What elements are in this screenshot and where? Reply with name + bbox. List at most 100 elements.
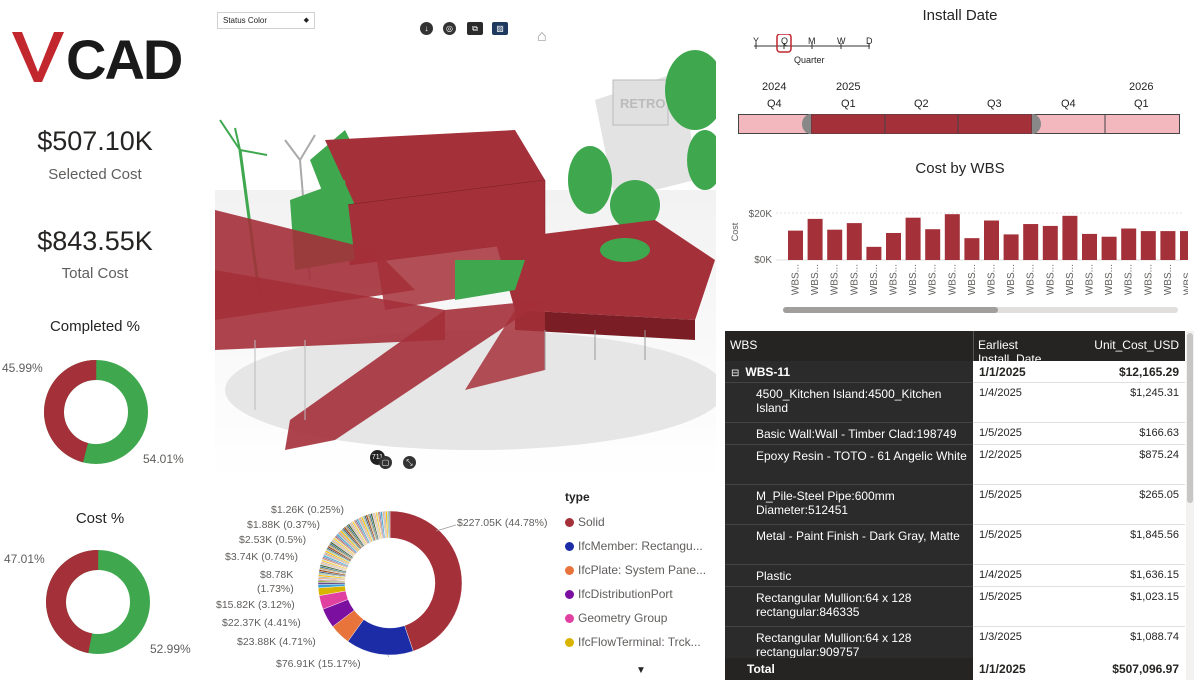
table-scrollbar-thumb[interactable]: [1187, 333, 1193, 503]
label-member: $76.91K (15.17%): [276, 658, 361, 670]
wbs-bar[interactable]: [788, 230, 803, 260]
wbs-bar[interactable]: [1160, 231, 1176, 260]
wbs-bar[interactable]: [1023, 224, 1039, 260]
total-label: Total: [725, 658, 973, 680]
wbs-bar[interactable]: [1062, 215, 1078, 260]
wbs-bar[interactable]: [1101, 236, 1117, 260]
header-unit-cost[interactable]: Unit_Cost_USD: [1085, 331, 1185, 361]
home-icon[interactable]: ⌂: [537, 28, 547, 45]
clear-selection-icon[interactable]: ⤡: [403, 456, 416, 469]
table-group-row[interactable]: ⊟ WBS-11 1/1/2025 $12,165.29: [725, 361, 1185, 383]
legend-item-solid[interactable]: Solid: [565, 510, 715, 534]
granularity-w[interactable]: W: [837, 36, 846, 46]
completed-pct-title: Completed %: [49, 318, 141, 335]
wbs-category-label: WBS...: [889, 264, 900, 295]
wbs-bar[interactable]: [905, 217, 921, 260]
wbs-y-tick: $20K: [749, 209, 773, 220]
wbs-bar[interactable]: [925, 229, 941, 260]
granularity-d[interactable]: D: [866, 36, 873, 46]
table-row[interactable]: Basic Wall:Wall - Timber Clad:198749 1/5/…: [725, 423, 1185, 445]
label-port: $22.37K (4.41%): [222, 617, 301, 629]
layers-icon[interactable]: ⧉: [467, 22, 483, 35]
table-row[interactable]: Epoxy Resin - TOTO - 61 Angelic White 1/2…: [725, 445, 1185, 485]
selected-cost-value: $507.10K: [37, 126, 153, 156]
table-row[interactable]: Rectangular Mullion:64 x 128 rectangular…: [725, 587, 1185, 627]
wbs-bar[interactable]: [886, 232, 901, 260]
granularity-selector[interactable]: [748, 34, 878, 68]
wbs-scrollbar-thumb[interactable]: [783, 307, 998, 313]
collapse-icon[interactable]: ⊟: [731, 368, 740, 379]
header-wbs[interactable]: WBS: [725, 331, 973, 361]
granularity-m[interactable]: M: [808, 36, 816, 46]
table-row[interactable]: M_Pile-Steel Pipe:600mm Diameter:512451 1…: [725, 485, 1185, 525]
wbs-category-label: WBS...: [830, 264, 841, 295]
wbs-category-label: WBS...: [1085, 264, 1096, 295]
legend-item-member[interactable]: IfcMember: Rectangu...: [565, 534, 715, 558]
pattern-icon[interactable]: ▨: [492, 22, 508, 35]
wbs-category-label: WBS...: [967, 264, 978, 295]
legend-more-chevron-icon[interactable]: ▼: [636, 665, 646, 676]
row-install-date: 1/4/2025: [973, 565, 1085, 587]
row-wbs-name: M_Pile-Steel Pipe:600mm Diameter:512451: [725, 485, 973, 525]
label-s10: $1.26K (0.25%): [271, 504, 344, 516]
label-flow-value: $8.78K: [260, 569, 294, 581]
wbs-bar[interactable]: [1180, 231, 1188, 260]
timeline-end-handle[interactable]: [1032, 114, 1041, 134]
wbs-category-label: WBS...: [1006, 264, 1017, 295]
wbs-category-label: WBS...: [947, 264, 958, 295]
completed-green-label: 54.01%: [143, 452, 184, 466]
wbs-bar[interactable]: [846, 223, 862, 260]
target-icon[interactable]: ◎: [443, 22, 456, 35]
download-icon[interactable]: ↓: [420, 22, 433, 35]
wbs-bar[interactable]: [1121, 228, 1137, 260]
quarter-q3-2025: Q3: [987, 98, 1002, 110]
table-total-row: Total 1/1/2025 $507,096.97: [725, 658, 1185, 680]
wbs-bar[interactable]: [866, 246, 882, 260]
table-scrollbar[interactable]: [1186, 331, 1194, 680]
granularity-y[interactable]: Y: [753, 36, 760, 46]
legend-dot: [565, 613, 574, 623]
model-viewer-3d[interactable]: RETRO: [215, 10, 716, 481]
row-install-date: 1/4/2025: [973, 383, 1085, 423]
completed-red-label: 45.99%: [2, 361, 43, 375]
wbs-bar[interactable]: [807, 218, 823, 260]
type-slice[interactable]: [389, 510, 463, 652]
cost-donut: [46, 550, 150, 654]
wbs-bar[interactable]: [1082, 233, 1097, 260]
type-legend[interactable]: type Solid IfcMember: Rectangu... IfcPla…: [565, 490, 715, 654]
total-cost: $507,096.97: [1085, 658, 1185, 680]
timeline-start-handle[interactable]: [802, 114, 811, 134]
legend-item-geometry[interactable]: Geometry Group: [565, 606, 715, 630]
wbs-bar-chart[interactable]: Cost $20K $0K WBS... WBS... WBS... WBS... WB…: [728, 200, 1188, 320]
wbs-bar[interactable]: [1140, 231, 1156, 260]
table-row[interactable]: 4500_Kitchen Island:4500_Kitchen Island 1…: [725, 383, 1185, 423]
select-icon[interactable]: ▢: [379, 456, 392, 469]
year-2024: 2024: [762, 81, 787, 93]
header-install-date[interactable]: Earliest Install_Date: [973, 331, 1085, 366]
type-slice[interactable]: [388, 510, 391, 539]
wbs-bar[interactable]: [1003, 234, 1019, 260]
legend-item-flow[interactable]: IfcFlowTerminal: Trck...: [565, 630, 715, 654]
legend-item-plate[interactable]: IfcPlate: System Pane...: [565, 558, 715, 582]
legend-dot: [565, 589, 574, 599]
row-unit-cost: $1,245.31: [1085, 383, 1185, 423]
wbs-bar[interactable]: [964, 238, 980, 260]
wbs-category-label: WBS...: [810, 264, 821, 295]
table-row[interactable]: Plastic 1/4/2025 $1,636.15: [725, 565, 1185, 587]
status-color-select[interactable]: Status Color ◆: [217, 12, 315, 29]
wbs-bar[interactable]: [1042, 225, 1058, 260]
wbs-bar[interactable]: [827, 229, 843, 260]
wbs-bar[interactable]: [984, 220, 999, 260]
building-model-render[interactable]: RETRO: [215, 10, 716, 481]
table-row[interactable]: Metal - Paint Finish - Dark Gray, Matte 1…: [725, 525, 1185, 565]
cost-by-type-donut[interactable]: [316, 509, 464, 657]
wbs-y-tick: $0K: [754, 255, 772, 266]
granularity-q[interactable]: Q: [781, 36, 789, 46]
timeline-slider[interactable]: [738, 114, 1180, 135]
row-wbs-name: Plastic: [725, 565, 973, 587]
legend-dot: [565, 565, 574, 575]
wbs-bar[interactable]: [944, 214, 960, 260]
completed-donut: [44, 360, 148, 464]
wbs-table[interactable]: WBS Earliest Install_Date Unit_Cost_USD …: [725, 331, 1185, 680]
legend-item-port[interactable]: IfcDistributionPort: [565, 582, 715, 606]
